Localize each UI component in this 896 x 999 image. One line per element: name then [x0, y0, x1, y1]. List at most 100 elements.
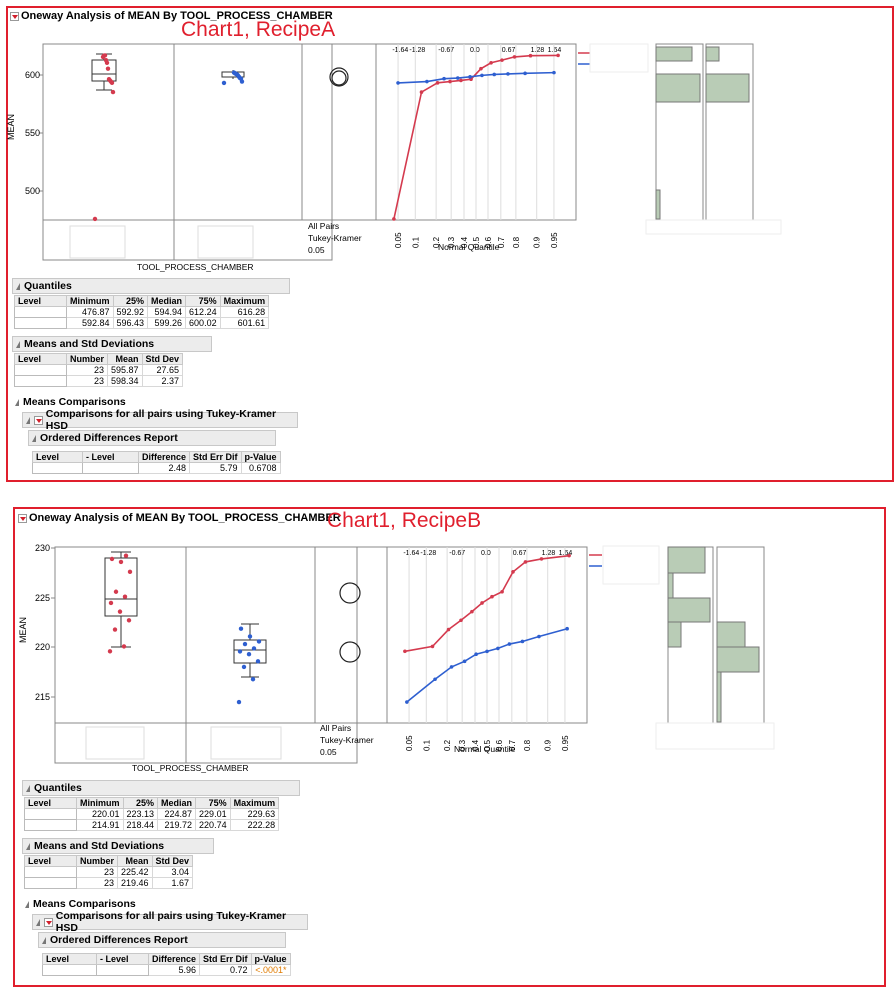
comparisons-header-b[interactable]: Comparisons for all pairs using Tukey-Kr… [32, 910, 308, 934]
data-point [250, 677, 256, 682]
means-comparisons-header-a[interactable]: Means Comparisons [12, 394, 212, 410]
ordered-differences-header-b[interactable]: Ordered Differences Report [38, 932, 286, 948]
y-tick: 225 [35, 593, 50, 603]
histogram-bar [655, 73, 701, 103]
disclosure-icon [26, 416, 30, 424]
quantiles-header-b[interactable]: Quantiles [22, 780, 300, 796]
quantile-point [480, 73, 484, 78]
table-row: 592.84 596.43 599.26 600.02 601.61 [14, 317, 270, 329]
histogram-bar [667, 597, 711, 623]
z-tick-label: 0.67 [513, 550, 527, 557]
report-title-b[interactable]: Oneway Analysis of MEAN By TOOL_PROCESS_… [18, 512, 341, 524]
quantile-tick-label: 0.4 [460, 236, 469, 248]
means-table-b: Level Number Mean Std Dev 23 225.42 3.04 23 21… [24, 855, 194, 889]
menu-triangle-icon [44, 917, 53, 927]
data-point [121, 644, 127, 649]
quantile-point [567, 553, 571, 558]
disclosure-icon [16, 282, 20, 290]
data-point [241, 664, 247, 670]
data-point [92, 216, 98, 222]
quantile-point [537, 634, 541, 639]
y-axis-label: MEAN [18, 617, 28, 643]
data-point [247, 634, 253, 639]
data-point [123, 553, 129, 558]
data-point [122, 594, 128, 599]
means-header-a[interactable]: Means and Std Deviations [12, 336, 212, 352]
histogram-bar [716, 621, 746, 648]
quantile-point [528, 53, 533, 58]
y-tick: 550 [25, 128, 40, 138]
quantile-point [496, 646, 500, 651]
data-point [255, 659, 261, 664]
quantile-tick-label: 0.7 [508, 739, 517, 751]
quantile-point [480, 601, 484, 605]
data-point [108, 600, 114, 606]
disclosure-icon [26, 784, 30, 792]
data-point [236, 699, 242, 705]
data-point [238, 626, 244, 631]
table-row: 476.87 592.92 594.94 612.24 616.28 [14, 306, 270, 318]
quantile-tick-label: 0.8 [512, 236, 521, 248]
data-point [103, 57, 109, 63]
report-title-a[interactable]: Oneway Analysis of MEAN By TOOL_PROCESS_… [10, 10, 333, 22]
quantile-point [485, 649, 489, 654]
quantile-tick-label: 0.1 [411, 236, 420, 248]
z-tick-label: -1.64 [392, 47, 408, 54]
z-tick-label: 0.0 [470, 47, 480, 54]
menu-triangle-icon [34, 415, 43, 425]
z-tick-label: -1.64 [403, 550, 419, 557]
disclosure-triangle-icon[interactable] [18, 513, 27, 523]
quantile-tick-label: 0.3 [447, 236, 456, 248]
ordered-differences-header-a[interactable]: Ordered Differences Report [28, 430, 276, 446]
histogram-frame [705, 43, 754, 221]
quantile-point [396, 81, 400, 85]
y-tick: 215 [35, 692, 50, 702]
x-axis-label: TOOL_PROCESS_CHAMBER [132, 763, 249, 773]
quantile-point [492, 72, 497, 77]
table-row: 214.91 218.44 219.72 220.74 222.28 [24, 819, 280, 831]
quantile-point [468, 75, 472, 79]
data-point [246, 651, 252, 657]
alpha-label: 0.05 [308, 245, 325, 255]
means-table-a: Level Number Mean Std Dev 23 595.87 27.65 23 5… [14, 353, 184, 387]
quantile-point [506, 72, 510, 76]
quantile-tick-label: 0.95 [550, 232, 559, 248]
quantile-point [435, 81, 440, 85]
table-row: 23 225.42 3.04 [24, 866, 194, 878]
alpha-label: 0.05 [320, 747, 337, 757]
disclosure-icon [42, 936, 46, 944]
quantile-line [398, 71, 554, 84]
disclosure-icon [26, 842, 30, 850]
means-header-b[interactable]: Means and Std Deviations [22, 838, 214, 854]
quantiles-header-a[interactable]: Quantiles [12, 278, 290, 294]
data-point [127, 569, 133, 575]
quantile-line [404, 554, 570, 653]
quantile-point [520, 639, 525, 644]
box-plot-level-2 [233, 623, 267, 678]
disclosure-icon [32, 434, 36, 442]
quantile-tick-label: 0.05 [405, 735, 414, 751]
quantile-point [523, 71, 527, 76]
table-row: 220.01 223.13 224.87 229.01 229.63 [24, 808, 280, 820]
data-point [100, 54, 106, 60]
histogram-bar [655, 46, 693, 62]
data-point [256, 639, 262, 644]
disclosure-triangle-icon[interactable] [10, 11, 19, 21]
quantile-tick-label: 0.8 [523, 739, 532, 751]
quantile-point [455, 76, 460, 80]
quantiles-table-b: Level Minimum 25% Median 75% Maximum 220.01 22… [24, 797, 280, 831]
quantile-point [470, 609, 474, 614]
comparison-label: All Pairs [308, 221, 339, 231]
comparisons-header-a[interactable]: Comparisons for all pairs using Tukey-Kr… [22, 408, 298, 432]
quantile-point [511, 570, 515, 574]
quantile-point [419, 90, 424, 94]
quantile-tick-label: 0.6 [484, 236, 493, 248]
y-axis-label: MEAN [6, 114, 16, 140]
comparison-label: All Pairs [320, 723, 351, 733]
means-comparisons-header-b[interactable]: Means Comparisons [22, 896, 222, 912]
histogram-bar [716, 671, 722, 723]
z-tick-label: 0.0 [481, 550, 491, 557]
x-axis-label: TOOL_PROCESS_CHAMBER [137, 262, 254, 272]
table-row: 2.48 5.79 0.6708 [32, 462, 281, 474]
histogram-bar [667, 546, 706, 574]
